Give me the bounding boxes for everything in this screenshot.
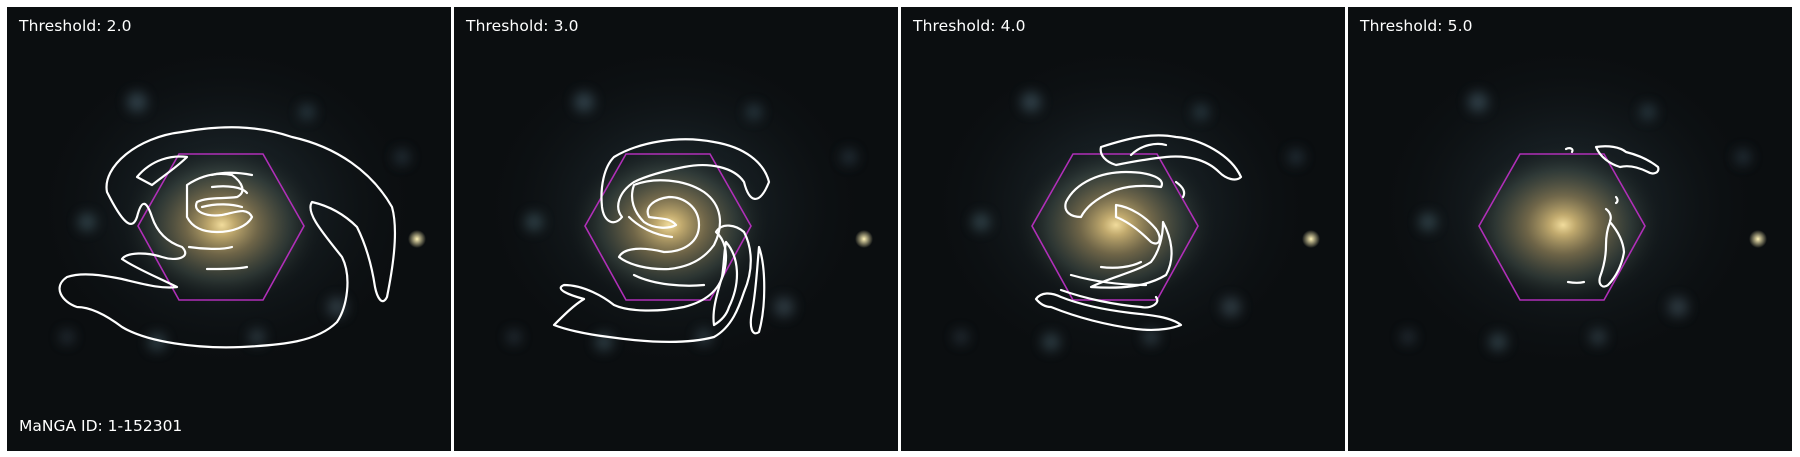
panel-threshold-5: Threshold: 5.0 (1348, 7, 1792, 451)
ifu-hexagon (584, 153, 752, 301)
manga-id-label: MaNGA ID: 1-152301 (19, 417, 183, 435)
ifu-hexagon (137, 153, 305, 301)
threshold-label: Threshold: 4.0 (913, 17, 1026, 35)
panel-threshold-4: Threshold: 4.0 (901, 7, 1345, 451)
contours (552, 138, 771, 344)
galaxy-image (454, 7, 898, 451)
galaxy-image (7, 7, 451, 451)
threshold-label: Threshold: 2.0 (19, 17, 132, 35)
threshold-label: Threshold: 3.0 (466, 17, 579, 35)
contours (1564, 145, 1660, 288)
panel-threshold-2: Threshold: 2.0 MaNGA ID: 1-152301 (7, 7, 451, 451)
panel-threshold-3: Threshold: 3.0 (454, 7, 898, 451)
galaxy-image (1348, 7, 1792, 451)
threshold-label: Threshold: 5.0 (1360, 17, 1473, 35)
galaxy-image (901, 7, 1345, 451)
ifu-hexagon (1478, 153, 1646, 301)
contours (58, 126, 397, 349)
contours (1034, 134, 1243, 332)
